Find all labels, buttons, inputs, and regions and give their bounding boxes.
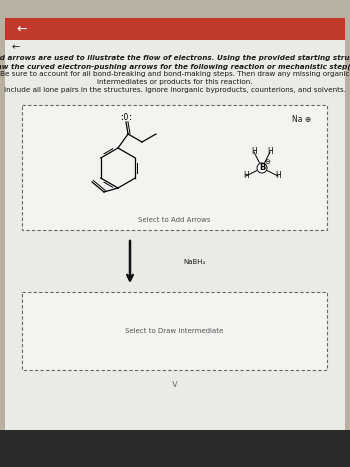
Text: H: H [243,171,249,181]
Text: B: B [259,163,265,172]
Text: H: H [267,148,273,156]
Bar [22,292,327,370]
Text: ←: ← [17,22,27,35]
Text: H: H [251,148,257,156]
Bar [5,18,345,40]
Text: Curved arrows are used to illustrate the flow of electrons. Using the provided s: Curved arrows are used to illustrate the… [0,55,350,61]
Circle shape [257,163,267,173]
Text: Select to Draw Intermediate: Select to Draw Intermediate [125,328,224,334]
Text: NaBH₄: NaBH₄ [184,259,206,265]
Text: H: H [275,171,281,181]
Bar [22,105,327,230]
Text: ←: ← [12,42,20,52]
Bar [0,430,350,467]
Text: :O:: :O: [119,113,133,121]
Text: Include all lone pairs in the structures. Ignore inorganic byproducts, counterio: Include all lone pairs in the structures… [4,87,346,93]
Text: ⊖: ⊖ [264,159,270,165]
Text: v: v [172,379,178,389]
Text: Select to Add Arrows: Select to Add Arrows [138,217,211,223]
Text: draw the curved electron-pushing arrows for the following reaction or mechanisti: draw the curved electron-pushing arrows … [0,63,350,70]
Text: intermediates or products for this reaction.: intermediates or products for this react… [97,79,253,85]
Text: Be sure to account for all bond-breaking and bond-making steps. Then draw any mi: Be sure to account for all bond-breaking… [0,71,350,77]
Text: Na ⊕: Na ⊕ [292,114,312,123]
